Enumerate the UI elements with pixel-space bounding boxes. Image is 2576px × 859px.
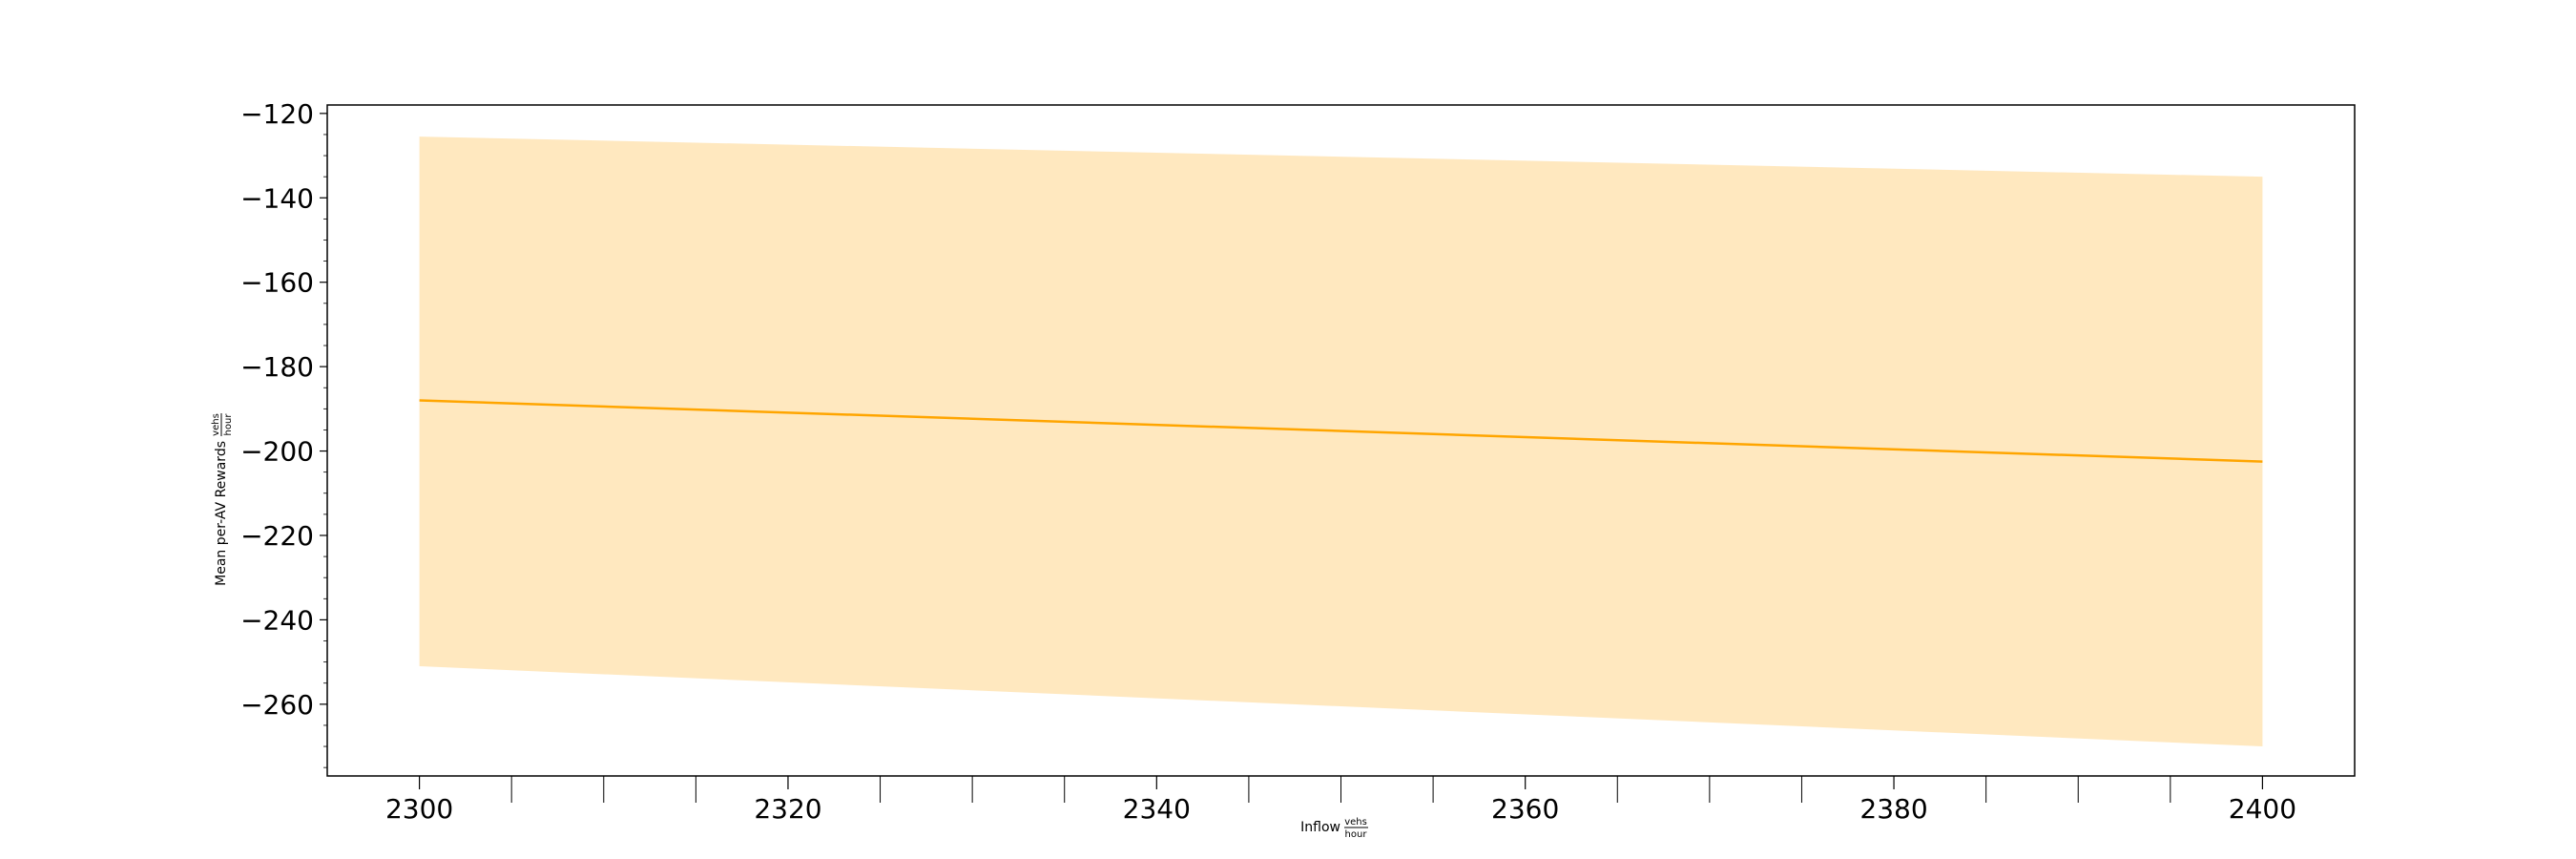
y-tick-label: −180 [240,351,314,383]
confidence-band [419,136,2263,747]
y-axis-label: Mean per-AV Rewards vehs hour [211,413,234,586]
series-line [419,399,2263,463]
x-tick-label: 2320 [754,793,821,825]
x-axis-label: Inflow vehs hour [1300,817,1368,840]
y-tick-label: −260 [240,689,314,721]
x-axis-label-unit-denominator: hour [1345,829,1368,840]
y-axis-ticks: −120 −140 −160 −180 −200 −220 −240 −260 [240,98,327,768]
x-tick-label: 2340 [1123,793,1191,825]
y-tick-label: −120 [240,98,314,130]
x-tick-label: 2400 [2229,793,2296,825]
x-axis-label-text: Inflow [1300,820,1340,835]
y-tick-label: −140 [240,182,314,214]
y-tick-label: −200 [240,436,314,468]
x-tick-label: 2300 [385,793,453,825]
y-axis-label-unit-denominator: hour [223,413,234,436]
x-axis-ticks: 2300 2320 2340 2360 2380 2400 [385,776,2296,825]
x-tick-label: 2380 [1859,793,1927,825]
y-tick-label: −220 [240,520,314,552]
y-axis-label-unit-numerator: vehs [211,413,221,436]
series-line-layer [419,399,2263,463]
x-axis-label-unit-numerator: vehs [1344,817,1367,828]
x-tick-label: 2360 [1491,793,1559,825]
y-axis-label-text: Mean per-AV Rewards [214,441,229,586]
y-tick-label: −160 [240,267,314,299]
y-tick-label: −240 [240,604,314,636]
confidence-band-layer [419,136,2263,747]
